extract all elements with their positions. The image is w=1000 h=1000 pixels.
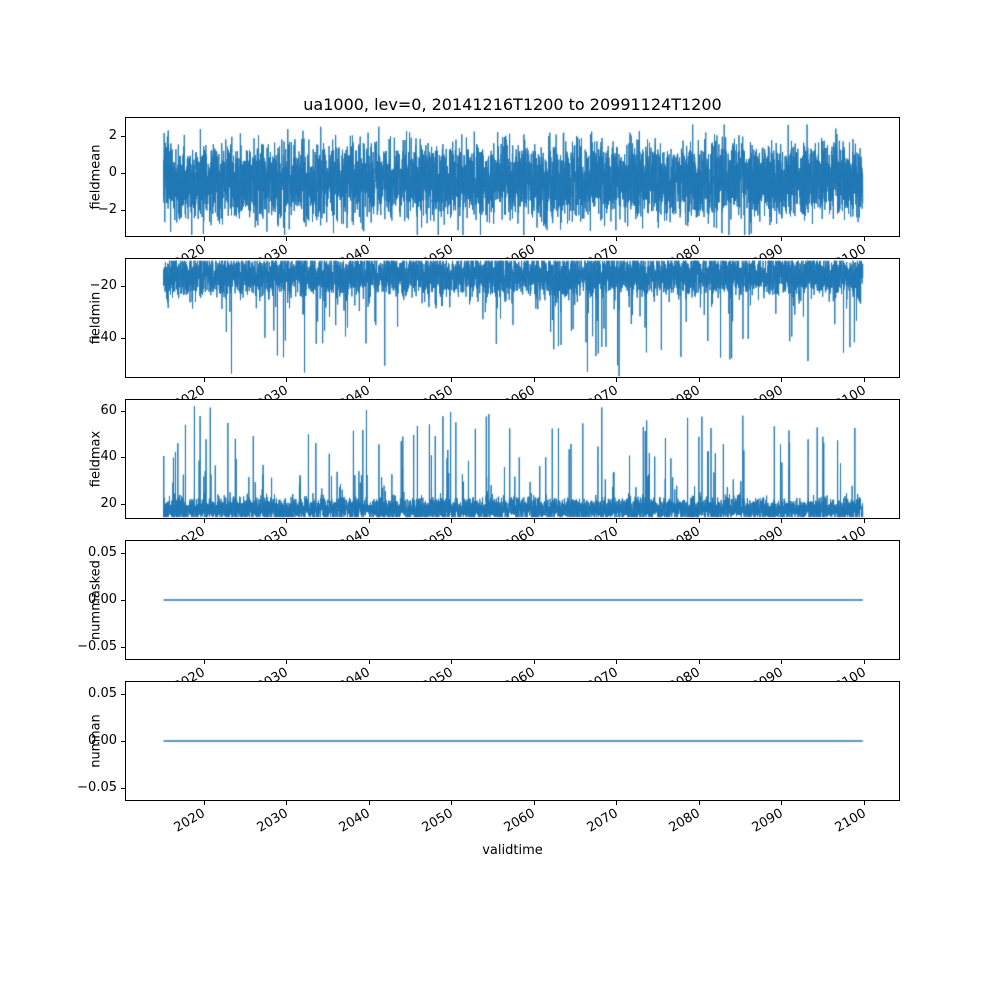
x-tick-mark (864, 237, 865, 241)
y-tick-mark (121, 286, 125, 287)
y-axis-label-fieldmin: fieldmin (88, 291, 104, 345)
y-tick-label: 0 (108, 165, 117, 180)
y-tick-mark (121, 411, 125, 412)
y-tick-mark (121, 338, 125, 339)
x-tick-mark (451, 660, 452, 664)
x-tick-mark (699, 237, 700, 241)
y-axis-label-fieldmean: fieldmean (88, 144, 104, 210)
x-tick-mark (286, 801, 287, 805)
x-tick-mark (286, 519, 287, 523)
y-tick-mark (121, 173, 125, 174)
x-tick-mark (534, 378, 535, 382)
y-tick-label: −0.05 (77, 639, 117, 654)
x-tick-mark (204, 378, 205, 382)
x-tick-mark (451, 378, 452, 382)
series-line-nummasked (126, 541, 899, 659)
y-tick-label: −2 (97, 202, 117, 217)
x-tick-mark (286, 378, 287, 382)
y-axis-label-nummasked: nummasked (88, 560, 104, 640)
x-tick-mark (204, 660, 205, 664)
y-tick-label: 60 (100, 403, 117, 418)
y-tick-label: 0.00 (88, 733, 117, 748)
x-tick-mark (204, 519, 205, 523)
subplot-fieldmin (125, 258, 900, 378)
y-tick-mark (121, 210, 125, 211)
y-tick-mark (121, 504, 125, 505)
y-tick-mark (121, 600, 125, 601)
y-tick-mark (121, 136, 125, 137)
subplot-fieldmean (125, 117, 900, 237)
y-tick-mark (121, 741, 125, 742)
y-tick-mark (121, 553, 125, 554)
x-tick-mark (451, 237, 452, 241)
x-tick-mark (616, 519, 617, 523)
y-tick-label: 20 (100, 496, 117, 511)
x-tick-mark (369, 801, 370, 805)
x-tick-mark (781, 519, 782, 523)
y-tick-mark (121, 788, 125, 789)
chart-title: ua1000, lev=0, 20141216T1200 to 20991124… (303, 95, 722, 114)
x-tick-mark (616, 378, 617, 382)
x-tick-mark (864, 378, 865, 382)
x-tick-mark (204, 237, 205, 241)
subplot-nummasked (125, 540, 900, 660)
x-tick-mark (369, 378, 370, 382)
y-tick-label: −0.05 (77, 780, 117, 795)
x-tick-mark (781, 378, 782, 382)
x-tick-mark (369, 660, 370, 664)
x-tick-mark (864, 660, 865, 664)
series-line-numnan (126, 682, 899, 800)
x-axis-label: validtime (482, 843, 543, 858)
x-tick-mark (781, 660, 782, 664)
subplot-fieldmax (125, 399, 900, 519)
y-tick-mark (121, 647, 125, 648)
y-tick-label: 40 (100, 449, 117, 464)
y-tick-label: 0.05 (88, 686, 117, 701)
x-tick-mark (369, 519, 370, 523)
subplot-numnan (125, 681, 900, 801)
x-tick-mark (534, 519, 535, 523)
x-tick-mark (616, 801, 617, 805)
x-tick-mark (369, 237, 370, 241)
x-tick-mark (286, 237, 287, 241)
x-tick-mark (699, 801, 700, 805)
x-tick-mark (286, 660, 287, 664)
x-tick-mark (864, 519, 865, 523)
x-tick-mark (781, 801, 782, 805)
x-tick-mark (781, 237, 782, 241)
x-tick-mark (699, 660, 700, 664)
x-tick-mark (699, 378, 700, 382)
y-tick-label: −20 (89, 278, 117, 293)
y-tick-mark (121, 457, 125, 458)
x-tick-mark (534, 237, 535, 241)
x-tick-mark (204, 801, 205, 805)
y-tick-label: −40 (89, 330, 117, 345)
series-line-fieldmin (126, 259, 899, 377)
x-tick-mark (699, 519, 700, 523)
y-tick-mark (121, 694, 125, 695)
x-tick-mark (451, 519, 452, 523)
y-tick-label: 2 (108, 128, 117, 143)
series-line-fieldmean (126, 118, 899, 236)
x-tick-mark (616, 237, 617, 241)
series-line-fieldmax (126, 400, 899, 518)
y-axis-label-fieldmax: fieldmax (88, 430, 104, 488)
x-tick-mark (534, 660, 535, 664)
x-tick-mark (864, 801, 865, 805)
y-tick-label: 0.00 (88, 592, 117, 607)
y-axis-label-numnan: numnan (88, 714, 104, 768)
y-tick-label: 0.05 (88, 545, 117, 560)
x-tick-mark (534, 801, 535, 805)
x-tick-mark (616, 660, 617, 664)
x-tick-mark (451, 801, 452, 805)
